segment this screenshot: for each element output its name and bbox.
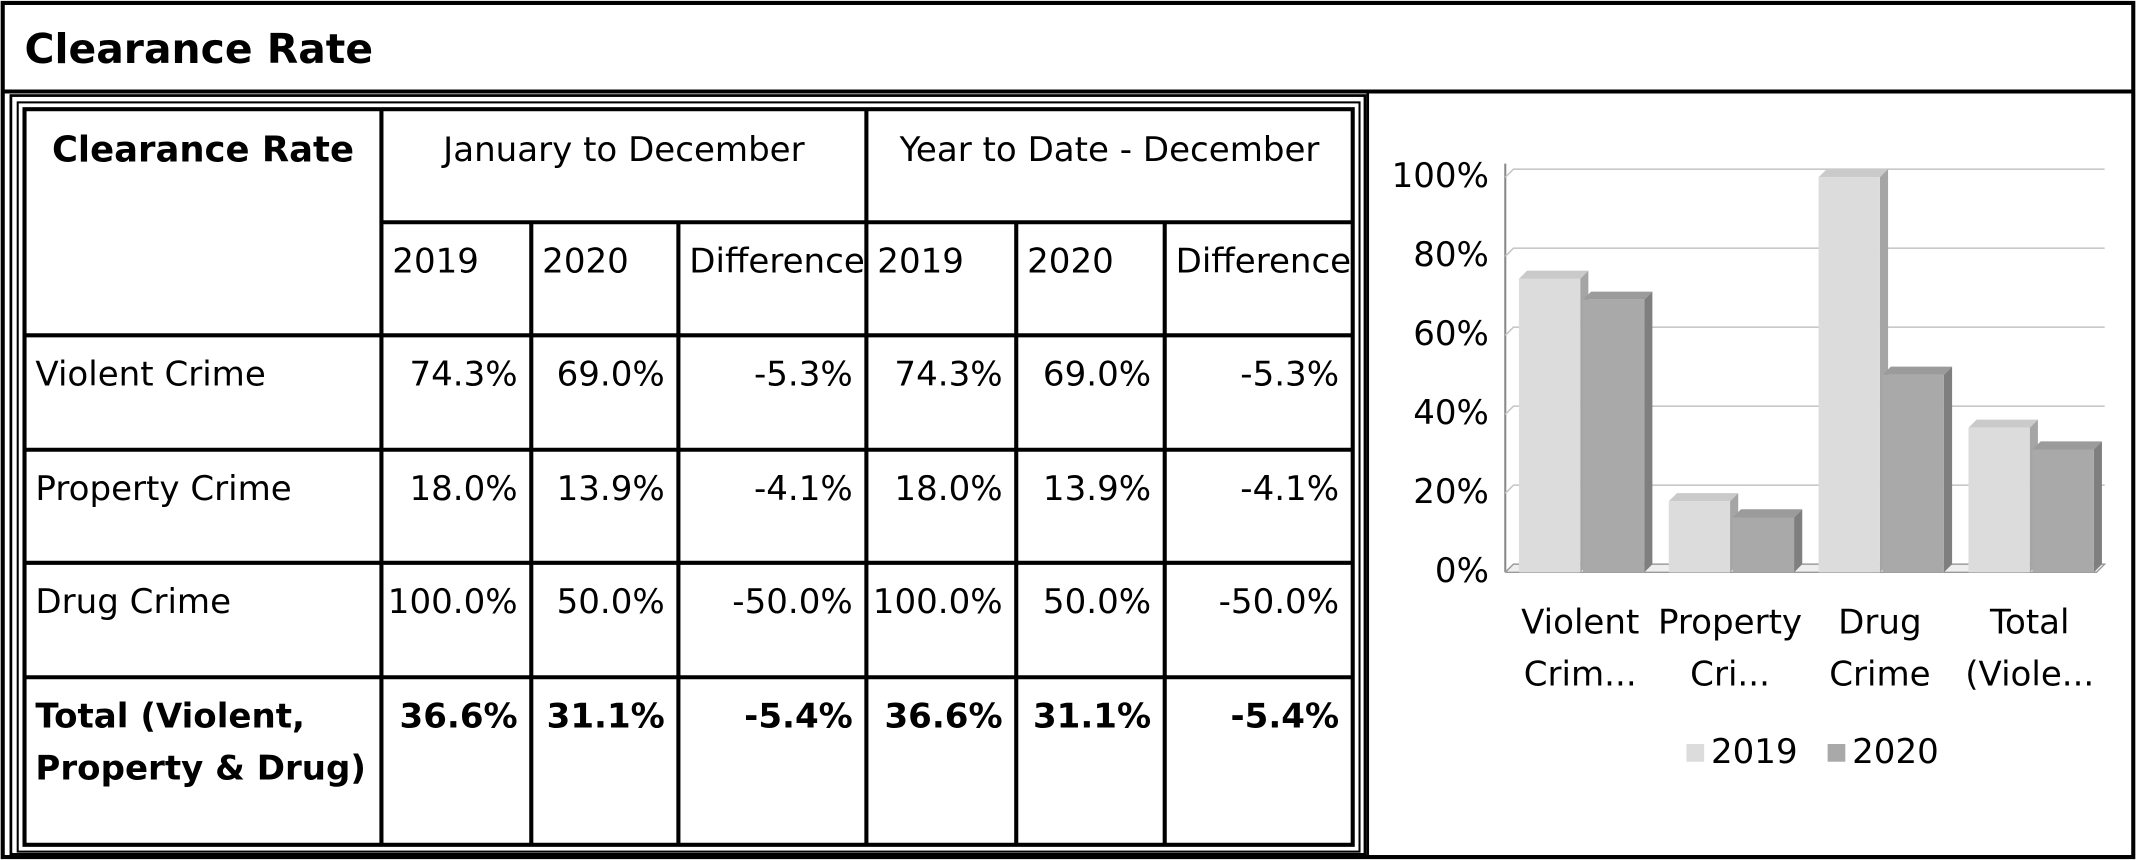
column-header: Difference [689, 242, 865, 282]
column-header: 2019 [877, 242, 964, 282]
bar [1668, 501, 1731, 573]
y-tick-label: 20% [1413, 472, 1489, 512]
bar-side [1644, 291, 1653, 573]
row-label: Drug Crime [35, 581, 232, 622]
cell: -50.0% [732, 582, 852, 622]
x-tick-label-box: Drug Crime [1829, 602, 1931, 694]
bar-side [2093, 441, 2102, 573]
row-label: Total (Violent, Property & Drug) [35, 696, 366, 788]
cell: 50.0% [1043, 582, 1151, 622]
bar [1732, 517, 1795, 573]
cell: 18.0% [409, 469, 517, 509]
bar [2032, 449, 2094, 573]
cell: 74.3% [894, 355, 1002, 395]
grid-line [1504, 326, 2105, 336]
cell: -4.1% [1240, 469, 1339, 509]
bar-top [1732, 509, 1803, 518]
grid-line [1504, 247, 2105, 257]
table-border [22, 107, 1355, 847]
bar-top [1668, 493, 1739, 502]
cell: 69.0% [557, 355, 665, 395]
bar [1518, 278, 1581, 573]
grid-line [1504, 168, 2105, 178]
cell: 31.1% [547, 697, 665, 737]
legend-swatch [1686, 743, 1705, 762]
column-header: 2019 [392, 242, 479, 282]
table-frame-inner [16, 101, 1361, 853]
cell: 36.6% [400, 697, 518, 737]
x-tick-label-box: Total (Viole... [1965, 602, 2095, 694]
x-tick-label-box: Property Cri... [1657, 602, 1803, 694]
bar [1582, 299, 1645, 573]
cell: -5.4% [1231, 697, 1340, 737]
legend-label: 2019 [1711, 732, 1798, 772]
row-label: Property Crime [35, 468, 292, 509]
table-frame [9, 94, 1367, 856]
x-tick-label: Drug Crime [1829, 602, 1931, 694]
cell: 100.0% [873, 582, 1003, 622]
y-tick-label: 80% [1413, 235, 1489, 275]
cell: 13.9% [1043, 469, 1151, 509]
bar-side [1943, 366, 1953, 573]
cell: -4.1% [754, 469, 853, 509]
cell: 50.0% [557, 582, 665, 622]
cell: 13.9% [557, 469, 665, 509]
bar-top [2032, 441, 2102, 450]
y-tick-label: 60% [1413, 314, 1489, 354]
cell: -50.0% [1219, 582, 1339, 622]
bar-top [1518, 270, 1589, 279]
x-tick-label: Property Cri... [1657, 602, 1803, 694]
legend-label: 2020 [1852, 732, 1939, 772]
column-header: Difference [1176, 242, 1352, 282]
bar [1968, 427, 2030, 573]
cell: 31.1% [1033, 697, 1151, 737]
bar-top [1968, 419, 2038, 428]
bar [1882, 374, 1944, 573]
cell: 36.6% [884, 697, 1002, 737]
y-tick-label: 100% [1392, 156, 1489, 196]
cell: 69.0% [1043, 355, 1151, 395]
table-header: Clearance Rate [52, 129, 354, 170]
cell: 18.0% [894, 469, 1002, 509]
table-header: January to December [441, 130, 804, 170]
y-tick-label: 40% [1413, 393, 1489, 433]
floor [1504, 563, 2107, 574]
row-label: Violent Crime [35, 354, 266, 394]
y-tick-label: 0% [1435, 551, 1489, 591]
x-tick-label: Total (Viole... [1965, 602, 2095, 694]
row-label-box: Total (Violent, Property & Drug) [35, 696, 366, 788]
bar-top [1582, 291, 1653, 300]
x-tick-label: Violent Crim... [1521, 602, 1640, 694]
bar [1818, 177, 1880, 573]
legend-swatch [1827, 743, 1846, 762]
cell: -5.3% [1240, 355, 1339, 395]
row-label-box: Property Crime [35, 468, 292, 509]
bar-top [1818, 169, 1889, 178]
bar-top [1882, 366, 1953, 375]
column-header: 2020 [542, 242, 629, 282]
row-label-box: Violent Crime [35, 354, 266, 394]
row-label-box: Drug Crime [35, 581, 232, 622]
column-header: 2020 [1027, 242, 1114, 282]
bar-side [1794, 509, 1803, 573]
x-tick-label-box: Violent Crim... [1521, 602, 1640, 694]
cell: 100.0% [388, 582, 518, 622]
report-title: Clearance Rate [25, 25, 374, 73]
table-header: Year to Date - December [899, 130, 1320, 170]
cell: -5.4% [744, 697, 853, 737]
cell: 74.3% [409, 355, 517, 395]
cell: -5.3% [754, 355, 853, 395]
